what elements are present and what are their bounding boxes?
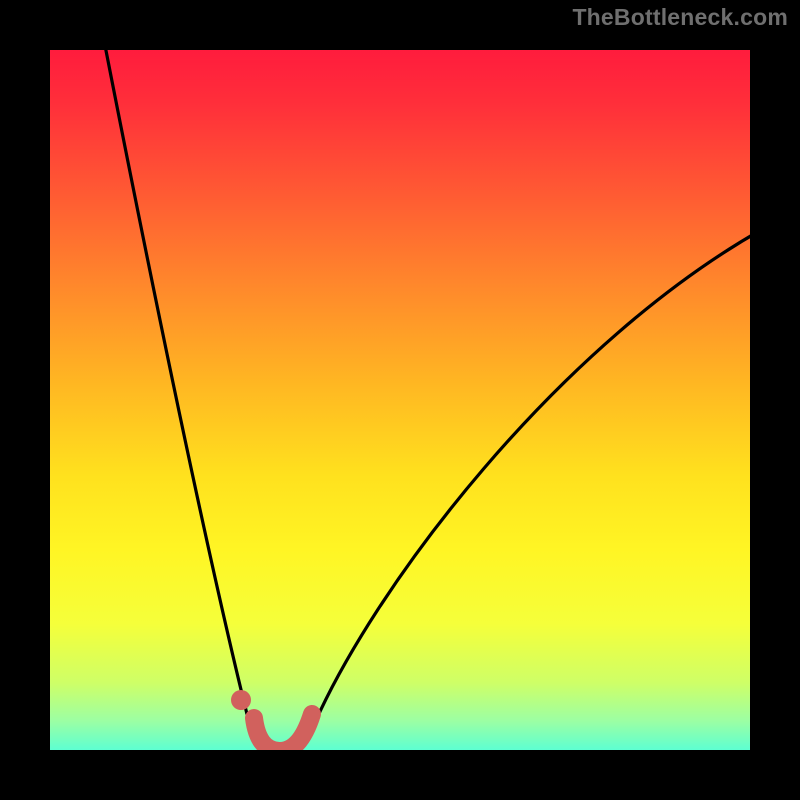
chart-stage: TheBottleneck.com: [0, 0, 800, 800]
watermark-text: TheBottleneck.com: [572, 4, 788, 31]
gradient-background: [36, 30, 770, 772]
valley-marker-dot: [231, 690, 251, 710]
bottleneck-chart: [0, 0, 800, 800]
